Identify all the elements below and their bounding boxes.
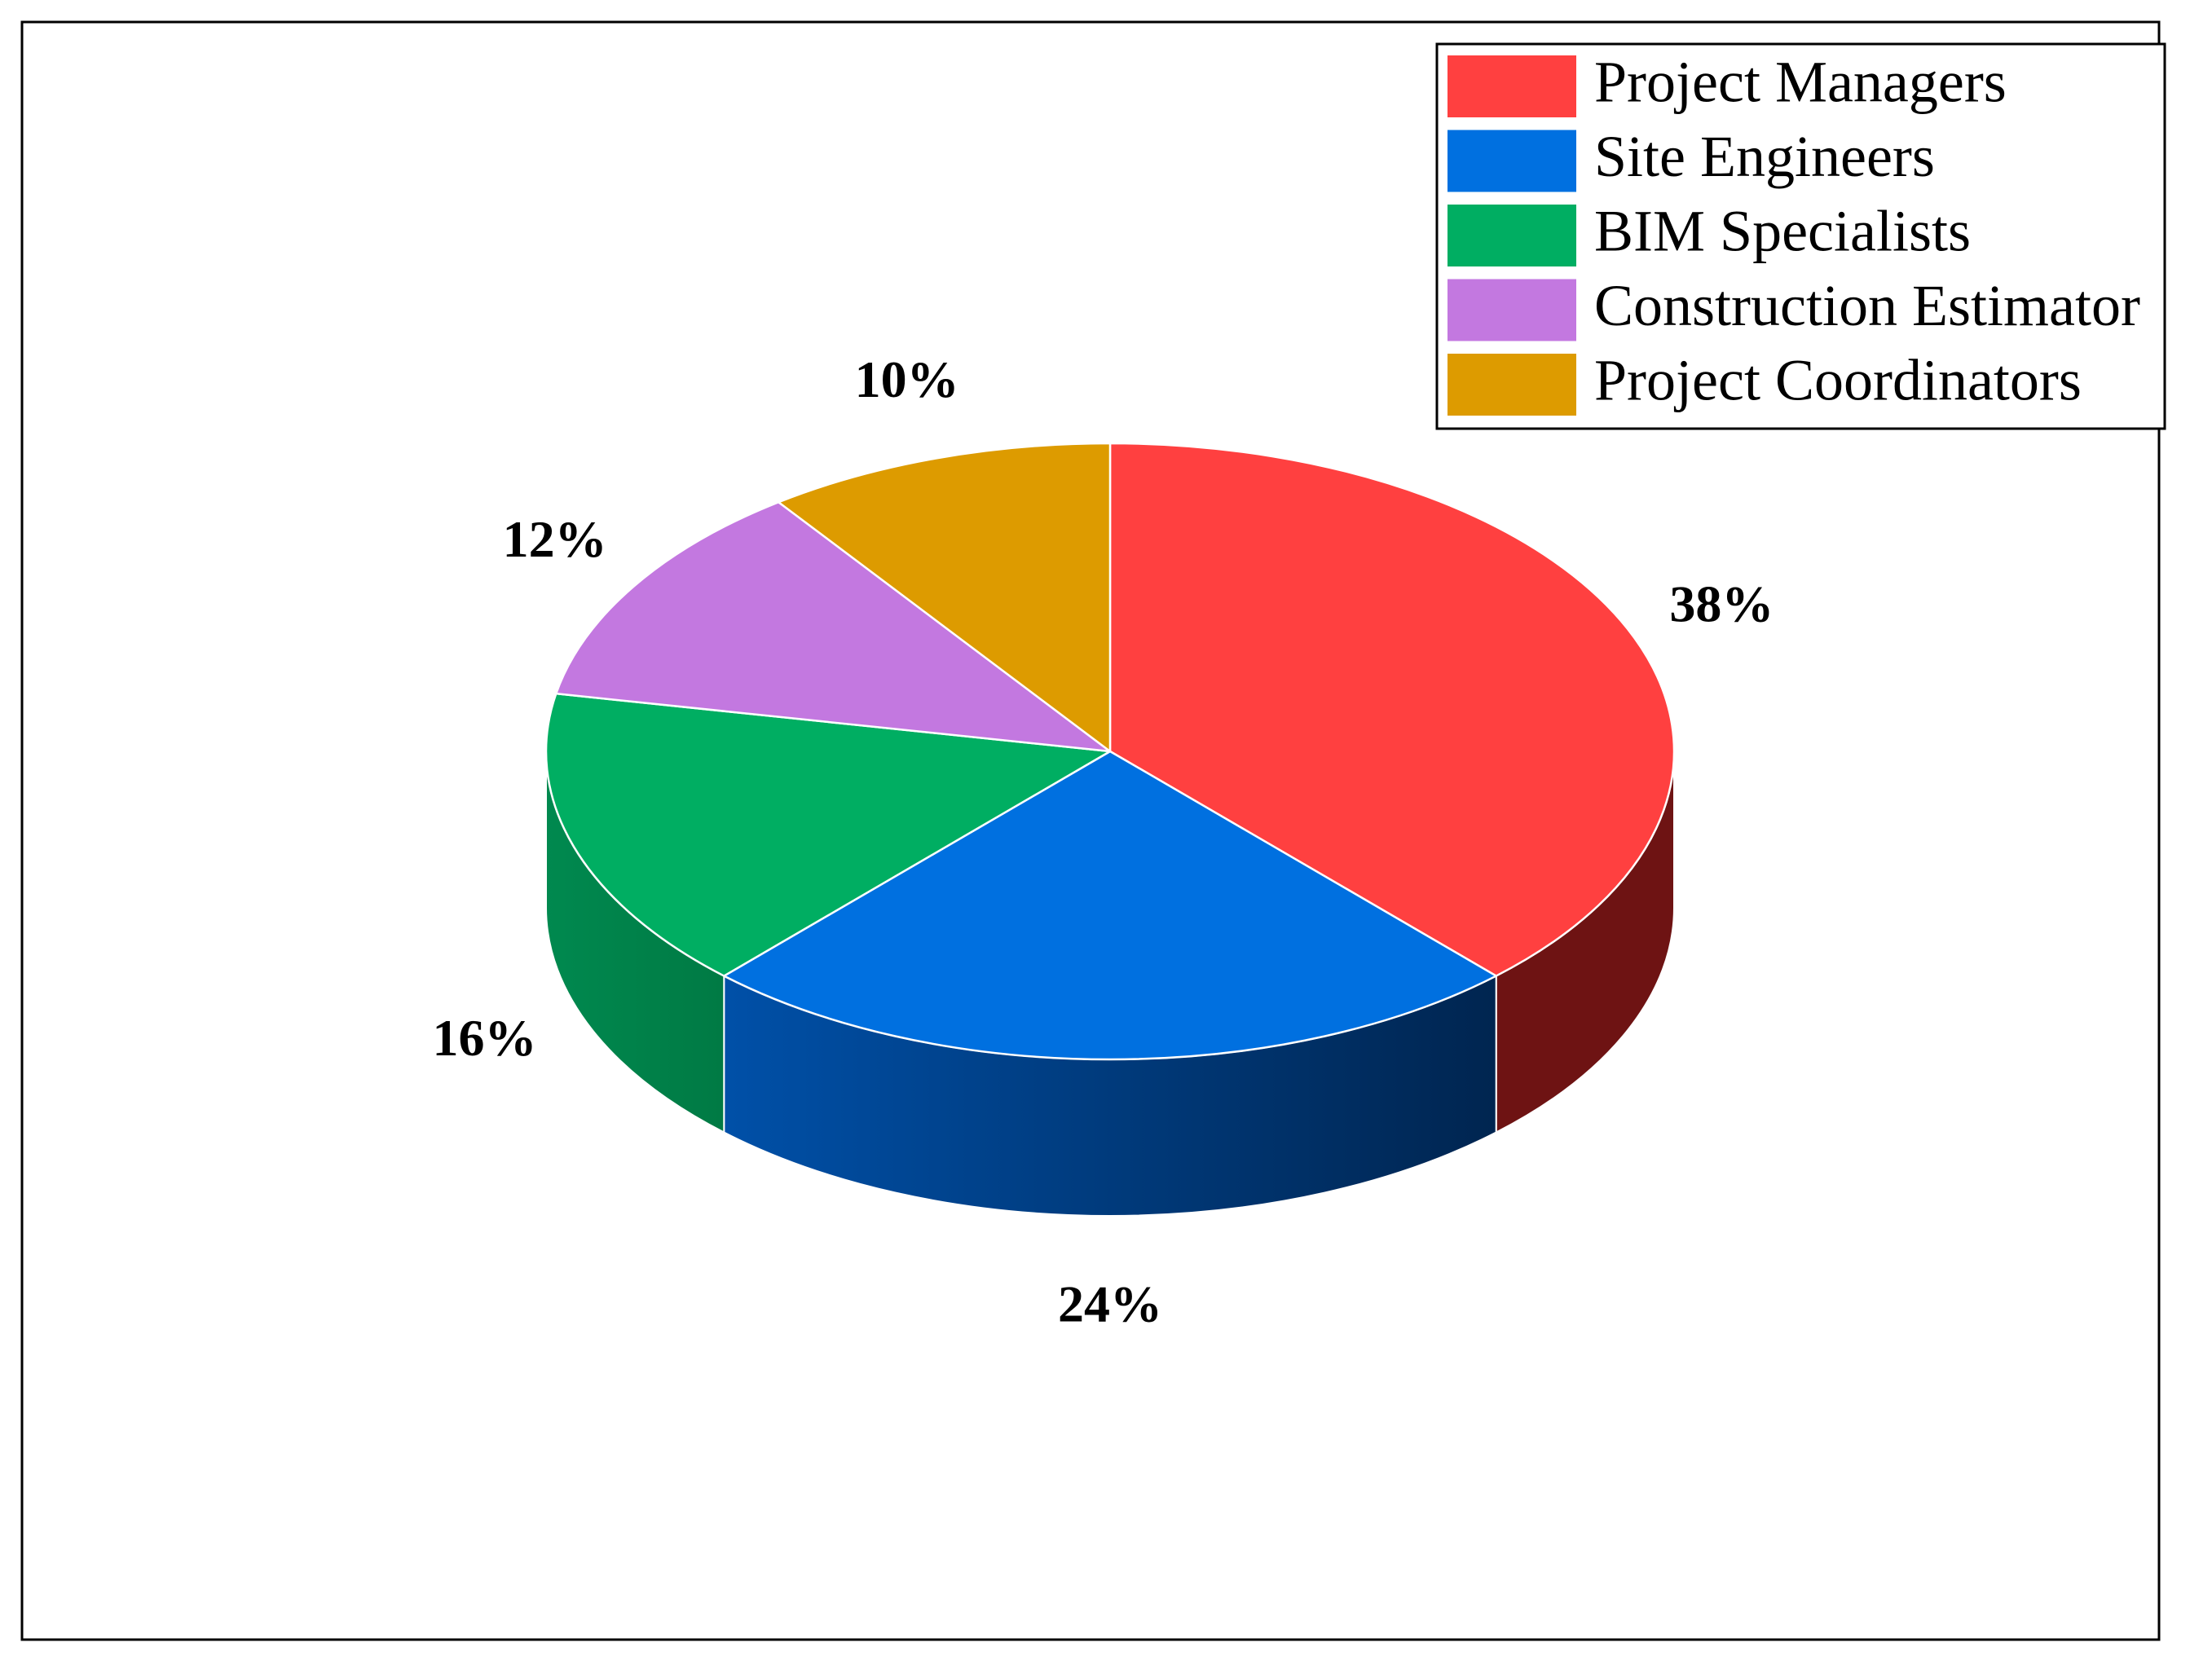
legend-swatch-construction-estimator xyxy=(1447,279,1576,341)
pie-slice-site-engineers xyxy=(723,750,1497,1061)
legend-label-construction-estimator: Construction Estimator xyxy=(1594,273,2140,338)
legend-label-site-engineers: Site Engineers xyxy=(1594,124,1935,189)
legend-label-project-managers: Project Managers xyxy=(1594,50,2007,115)
pie-slice-bim-specialists xyxy=(544,692,1112,977)
legend-swatch-site-engineers xyxy=(1447,130,1576,192)
pie-value-label-project-coordinators: 10% xyxy=(855,350,959,408)
pie-value-label-construction-estimator: 12% xyxy=(503,510,607,568)
pie-slice-construction-estimator xyxy=(555,500,1112,753)
legend-swatch-project-managers xyxy=(1447,55,1576,117)
legend-swatch-bim-specialists xyxy=(1447,205,1576,266)
legend-label-bim-specialists: BIM Specialists xyxy=(1594,199,1971,264)
legend-swatch-project-coordinators xyxy=(1447,354,1576,416)
legend-label-project-coordinators: Project Coordinators xyxy=(1594,348,2082,413)
legend: Project Managers Site Engineers BIM Specia… xyxy=(1435,42,2166,430)
pie-value-labels: 38% 24% 16% 12% 10% xyxy=(432,350,1774,1333)
pie-value-label-project-managers: 38% xyxy=(1669,575,1774,633)
pie-value-label-site-engineers: 24% xyxy=(1058,1275,1162,1333)
pie-value-label-bim-specialists: 16% xyxy=(432,1009,536,1067)
pie-top xyxy=(544,442,1676,1061)
pie-slice-project-managers xyxy=(1108,442,1676,977)
pie-slice-project-coordinators xyxy=(778,442,1112,753)
